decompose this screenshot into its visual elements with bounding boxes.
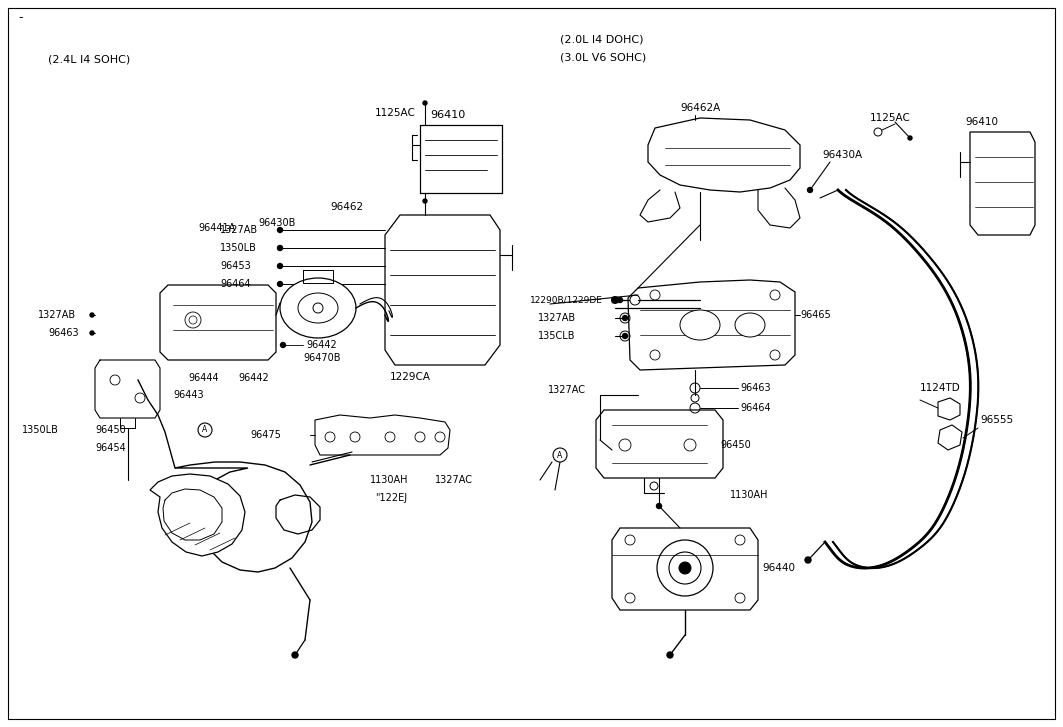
Text: 96453: 96453 (220, 261, 251, 271)
Text: 96441A: 96441A (198, 223, 235, 233)
Text: 135CLB: 135CLB (538, 331, 575, 341)
Text: 96462: 96462 (330, 202, 364, 212)
Circle shape (277, 246, 283, 251)
Text: 96555: 96555 (980, 415, 1013, 425)
Text: 1125AC: 1125AC (375, 108, 416, 118)
Text: 96442: 96442 (238, 373, 269, 383)
Circle shape (618, 297, 623, 302)
Text: 1327AC: 1327AC (549, 385, 586, 395)
Text: 1350LB: 1350LB (220, 243, 257, 253)
Text: 1124TD: 1124TD (919, 383, 961, 393)
Circle shape (667, 652, 673, 658)
Polygon shape (938, 398, 960, 420)
Text: 96430B: 96430B (258, 218, 296, 228)
Text: 96463: 96463 (740, 383, 771, 393)
Ellipse shape (298, 293, 338, 323)
Polygon shape (385, 215, 500, 365)
Text: 96440: 96440 (762, 563, 795, 573)
Text: 96442: 96442 (306, 340, 337, 350)
Polygon shape (175, 462, 313, 572)
Text: 1327AB: 1327AB (38, 310, 77, 320)
Circle shape (808, 188, 812, 193)
Polygon shape (161, 285, 276, 360)
Polygon shape (938, 425, 962, 450)
Polygon shape (612, 528, 758, 610)
Circle shape (315, 305, 321, 311)
Circle shape (90, 331, 94, 335)
Circle shape (90, 313, 94, 317)
Circle shape (611, 297, 619, 303)
Circle shape (423, 199, 427, 203)
Circle shape (198, 423, 212, 437)
Ellipse shape (280, 278, 356, 338)
Text: 96454: 96454 (95, 443, 125, 453)
Text: 12290B/1229DE: 12290B/1229DE (530, 295, 603, 305)
Circle shape (277, 228, 283, 233)
Text: 1327AB: 1327AB (538, 313, 576, 323)
Circle shape (908, 136, 912, 140)
Polygon shape (628, 280, 795, 370)
Text: 96462A: 96462A (680, 103, 721, 113)
Text: "122EJ: "122EJ (375, 493, 407, 503)
Text: 96444: 96444 (188, 373, 219, 383)
Polygon shape (648, 118, 800, 192)
Text: 96410: 96410 (965, 117, 998, 127)
Polygon shape (596, 410, 723, 478)
Circle shape (657, 540, 713, 596)
Text: 96450: 96450 (720, 440, 750, 450)
Circle shape (805, 557, 811, 563)
Circle shape (277, 281, 283, 286)
Ellipse shape (680, 310, 720, 340)
Polygon shape (315, 415, 450, 455)
Ellipse shape (735, 313, 765, 337)
Circle shape (277, 263, 283, 268)
Polygon shape (150, 474, 244, 556)
Circle shape (292, 652, 298, 658)
Text: 96450: 96450 (95, 425, 125, 435)
Text: 1125AC: 1125AC (870, 113, 911, 123)
Text: (3.0L V6 SOHC): (3.0L V6 SOHC) (560, 53, 646, 63)
Text: 96464: 96464 (740, 403, 771, 413)
Circle shape (657, 504, 661, 508)
Text: 96463: 96463 (48, 328, 79, 338)
Circle shape (423, 101, 427, 105)
Text: A: A (202, 425, 207, 435)
Polygon shape (971, 132, 1035, 235)
Circle shape (669, 552, 701, 584)
Polygon shape (825, 190, 978, 568)
Text: 1130AH: 1130AH (370, 475, 408, 485)
Circle shape (553, 448, 567, 462)
Circle shape (623, 334, 627, 339)
Text: A: A (557, 451, 562, 459)
Text: 96475: 96475 (250, 430, 281, 440)
Circle shape (630, 295, 640, 305)
Text: 1130AH: 1130AH (730, 490, 769, 500)
Text: 1327AB: 1327AB (220, 225, 258, 235)
Text: 1327AC: 1327AC (435, 475, 473, 485)
Text: -: - (18, 12, 22, 25)
Text: 96464: 96464 (220, 279, 251, 289)
Text: 96430A: 96430A (822, 150, 862, 160)
Circle shape (281, 342, 286, 348)
Circle shape (679, 562, 691, 574)
Text: 96465: 96465 (800, 310, 831, 320)
Text: 96470B: 96470B (303, 353, 340, 363)
Text: 1229CA: 1229CA (390, 372, 431, 382)
Text: 96443: 96443 (173, 390, 204, 400)
Circle shape (623, 316, 627, 321)
Text: 1350LB: 1350LB (22, 425, 58, 435)
Text: (2.0L I4 DOHC): (2.0L I4 DOHC) (560, 35, 643, 45)
Text: 96410: 96410 (431, 110, 466, 120)
Text: (2.4L I4 SOHC): (2.4L I4 SOHC) (48, 55, 131, 65)
